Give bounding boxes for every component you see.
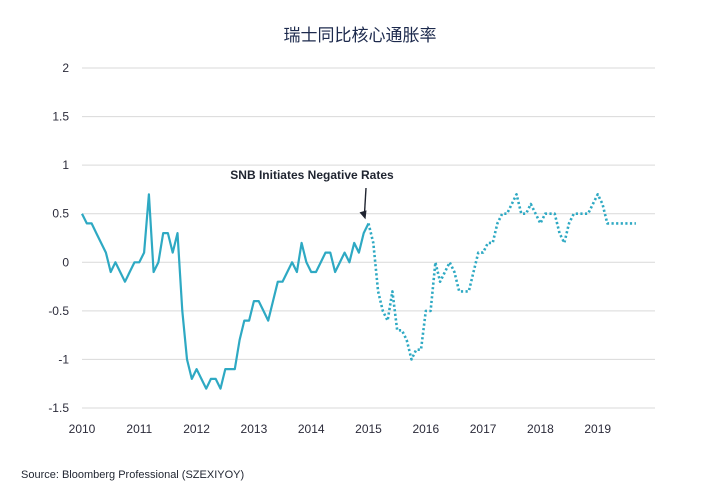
x-tick-label: 2012 [183, 422, 210, 436]
x-tick-label: 2013 [241, 422, 268, 436]
annotation-arrow-line [363, 187, 367, 214]
y-tick-label: -1.5 [48, 401, 69, 415]
x-tick-label: 2010 [69, 422, 96, 436]
annotation-label: SNB Initiates Negative Rates [230, 168, 394, 182]
x-tick-label: 2019 [584, 422, 611, 436]
x-tick-label: 2015 [355, 422, 382, 436]
x-axis-ticks: 2010 2011 2012 2013 2014 2015 2016 2017 2018 2019 [69, 422, 612, 436]
y-tick-label: 1 [62, 158, 69, 172]
y-tick-label: 2 [62, 61, 69, 75]
y-tick-label: 1.5 [52, 110, 69, 124]
x-tick-label: 2014 [298, 422, 325, 436]
source-note: Source: Bloomberg Professional (SZEXIYOY… [21, 469, 244, 481]
chart-title: 瑞士同比核心通胀率 [284, 26, 437, 46]
grid [82, 67, 655, 409]
x-tick-label: 2016 [412, 422, 439, 436]
y-tick-label: -1 [58, 352, 69, 366]
annotation: SNB Initiates Negative Rates [230, 168, 394, 220]
x-tick-label: 2017 [470, 422, 497, 436]
y-tick-label: 0.5 [52, 207, 69, 221]
series-line-dotted [367, 193, 636, 361]
y-tick-label: -0.5 [48, 304, 69, 318]
x-tick-label: 2018 [527, 422, 554, 436]
x-tick-label: 2011 [126, 422, 152, 436]
annotation-arrow-head [359, 210, 367, 220]
y-axis-ticks: 2 1.5 1 0.5 0 -0.5 -1 -1.5 [48, 61, 69, 415]
series-layer [81, 193, 636, 390]
y-tick-label: 0 [62, 255, 69, 269]
series-line-solid [81, 193, 370, 390]
